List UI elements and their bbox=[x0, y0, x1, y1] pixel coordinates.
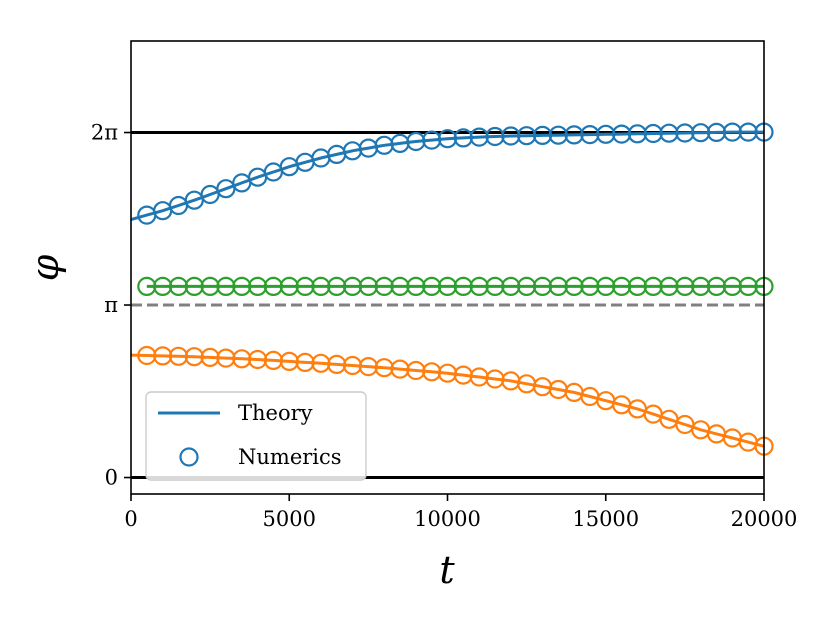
green-numerics-marker-38 bbox=[738, 276, 758, 296]
green-numerics-marker-11 bbox=[311, 276, 331, 296]
green-numerics-marker-16 bbox=[390, 276, 410, 296]
green-numerics-marker-25 bbox=[532, 276, 553, 296]
blue-numerics-marker-38 bbox=[738, 122, 758, 142]
green-numerics-marker-19 bbox=[437, 276, 458, 296]
green-numerics-marker-10 bbox=[295, 276, 315, 296]
green-numerics-marker-27 bbox=[564, 276, 584, 296]
y-axis-label: φ bbox=[23, 254, 67, 281]
green-numerics-marker-14 bbox=[358, 276, 378, 296]
green-numerics-marker-29 bbox=[596, 276, 616, 296]
y-axis: 0 π 2π bbox=[91, 121, 131, 490]
green-numerics-marker-6 bbox=[232, 276, 252, 296]
blue-numerics-marker-37 bbox=[722, 122, 743, 142]
blue-numerics-marker-19 bbox=[437, 129, 458, 149]
green-numerics-marker-1 bbox=[153, 276, 173, 296]
markers-layer bbox=[137, 122, 774, 456]
green-numerics-marker-32 bbox=[643, 276, 663, 296]
green-numerics-marker-22 bbox=[485, 276, 505, 296]
y-tick-label-0: 0 bbox=[105, 466, 118, 490]
blue-numerics-marker-34 bbox=[675, 123, 695, 143]
blue-numerics-marker-31 bbox=[627, 124, 648, 144]
green-numerics-marker-37 bbox=[722, 276, 743, 296]
x-tick-label-3: 15000 bbox=[572, 507, 639, 531]
blue-numerics-marker-35 bbox=[691, 123, 711, 143]
blue-numerics-marker-25 bbox=[532, 125, 553, 145]
orange-numerics-marker-4 bbox=[200, 347, 220, 367]
blue-numerics-marker-26 bbox=[548, 125, 568, 145]
orange-numerics-marker-14 bbox=[358, 357, 378, 377]
y-tick-label-2: 2π bbox=[91, 121, 118, 145]
x-tick-label-1: 5000 bbox=[263, 507, 316, 531]
x-tick-label-4: 20000 bbox=[731, 507, 798, 531]
blue-theory-line bbox=[131, 130, 764, 221]
legend: Theory Numerics bbox=[145, 391, 367, 481]
green-numerics-marker-4 bbox=[200, 276, 220, 296]
orange-numerics-marker-2 bbox=[168, 346, 189, 366]
orange-numerics-marker-7 bbox=[248, 349, 268, 370]
blue-numerics-marker-22 bbox=[485, 126, 505, 147]
blue-numerics-marker-27 bbox=[564, 125, 584, 145]
legend-numerics-label: Numerics bbox=[238, 445, 342, 469]
green-numerics-marker-35 bbox=[691, 276, 711, 296]
x-axis-label: t bbox=[439, 548, 455, 592]
green-numerics-marker-12 bbox=[327, 276, 347, 296]
blue-numerics-marker-32 bbox=[643, 123, 663, 144]
x-axis: 0 5000 10000 15000 20000 bbox=[124, 494, 797, 531]
green-numerics-marker-9 bbox=[279, 276, 299, 296]
blue-numerics-marker-21 bbox=[469, 127, 489, 147]
green-numerics-marker-15 bbox=[374, 276, 394, 296]
orange-theory-line bbox=[131, 353, 764, 448]
green-numerics-marker-2 bbox=[168, 276, 189, 296]
green-numerics-marker-7 bbox=[248, 276, 268, 296]
green-numerics-marker-8 bbox=[263, 276, 283, 296]
orange-numerics-marker-10 bbox=[295, 352, 315, 372]
x-tick-label-0: 0 bbox=[124, 507, 137, 531]
green-numerics-marker-34 bbox=[675, 276, 695, 296]
x-tick-label-2: 10000 bbox=[414, 507, 481, 531]
orange-numerics-marker-12 bbox=[327, 354, 347, 374]
y-tick-label-1: π bbox=[104, 293, 118, 317]
blue-numerics-marker-23 bbox=[501, 126, 521, 146]
blue-numerics-marker-30 bbox=[611, 124, 632, 144]
orange-numerics-marker-6 bbox=[232, 349, 252, 369]
green-numerics-marker-21 bbox=[469, 276, 489, 296]
green-numerics-marker-13 bbox=[342, 276, 363, 296]
green-numerics-marker-28 bbox=[580, 276, 600, 296]
green-numerics-marker-26 bbox=[548, 276, 568, 296]
green-numerics-marker-3 bbox=[184, 276, 204, 296]
orange-numerics-marker-3 bbox=[184, 347, 204, 367]
green-numerics-marker-0 bbox=[137, 276, 157, 296]
green-numerics-marker-17 bbox=[406, 276, 426, 296]
blue-numerics-marker-29 bbox=[596, 124, 616, 144]
orange-numerics-marker-9 bbox=[279, 351, 299, 371]
legend-numerics-marker bbox=[179, 447, 199, 467]
green-numerics-marker-18 bbox=[422, 276, 442, 296]
green-numerics-marker-31 bbox=[627, 276, 648, 296]
orange-numerics-marker-11 bbox=[311, 353, 331, 373]
orange-numerics-marker-1 bbox=[153, 346, 173, 366]
legend-theory-label: Theory bbox=[238, 401, 313, 425]
green-numerics-marker-30 bbox=[611, 276, 632, 296]
green-numerics-marker-23 bbox=[501, 276, 521, 296]
